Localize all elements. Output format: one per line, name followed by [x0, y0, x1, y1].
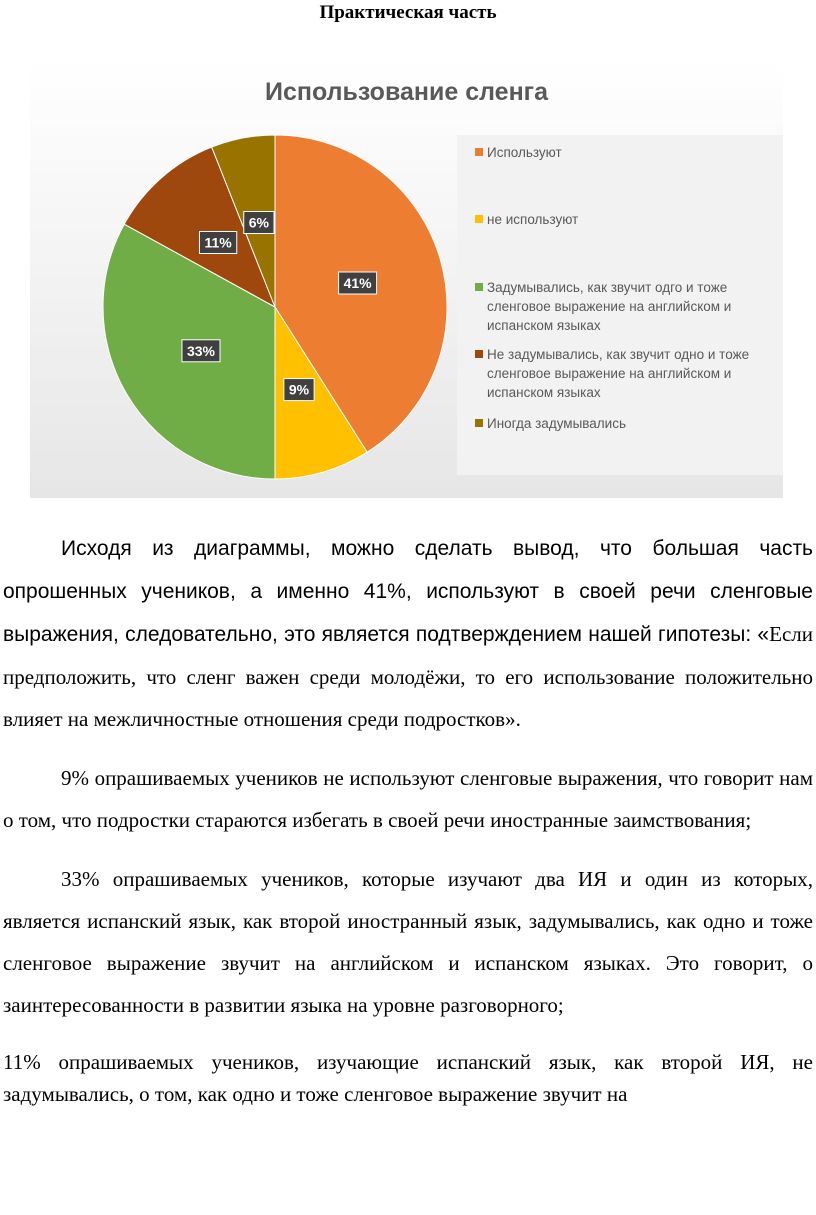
data-label-box	[181, 339, 221, 363]
legend-label: Задумывались, как звучит одго и тоже сле…	[487, 280, 732, 333]
data-label-box	[243, 211, 275, 235]
data-label-box	[283, 378, 315, 402]
text: 11% опрашиваемых учеников, изучающие исп…	[3, 1050, 813, 1106]
body-text: Исходя из диаграммы, можно сделать вывод…	[3, 527, 813, 1127]
legend-entry: не используют	[475, 210, 777, 229]
legend-entry: Используют	[475, 143, 777, 162]
legend-swatch	[475, 148, 483, 156]
legend-entry: Иногда задумывались	[475, 414, 777, 433]
paragraph: 9% опрашиваемых учеников не используют с…	[3, 757, 813, 841]
legend-entry: Задумывались, как звучит одго и тоже сле…	[475, 278, 777, 335]
legend-label: Используют	[487, 145, 562, 160]
pie-slice	[123, 146, 276, 309]
legend-label: не используют	[487, 212, 579, 227]
legend-swatch	[475, 419, 483, 427]
data-label: 11%	[199, 230, 238, 254]
data-label-text: 6%	[249, 215, 270, 231]
text: 33% опрашиваемых учеников, которые изуча…	[3, 867, 813, 1017]
text: Исходя из диаграммы, можно сделать вывод…	[3, 537, 813, 646]
data-label-box	[338, 271, 378, 295]
chart-title: Использование сленга	[265, 78, 548, 106]
data-label: 41%	[338, 271, 378, 295]
legend-label: Иногда задумывались	[487, 416, 627, 431]
heading: Практическая часть	[319, 2, 497, 23]
text: Если предположить, что сленг важен среди…	[3, 622, 813, 731]
chart: Использование сленга 41% 9% 33% 11% 6% Испол…	[30, 60, 783, 498]
data-label-text: 11%	[205, 234, 233, 250]
data-label-text: 9%	[289, 382, 310, 398]
paragraph: 11% опрашиваемых учеников, изучающие исп…	[3, 1046, 813, 1110]
data-label: 9%	[283, 378, 315, 402]
paragraph: Исходя из диаграммы, можно сделать вывод…	[3, 527, 813, 740]
pie: 41% 9% 33% 11% 6%	[102, 134, 448, 480]
data-label-box	[199, 230, 238, 254]
legend-swatch	[475, 283, 483, 291]
data-label-text: 33%	[187, 343, 216, 359]
legend-swatch	[475, 350, 483, 358]
data-label: 6%	[243, 211, 275, 235]
legend-entry: Не задумывались, как звучит одно и тоже …	[475, 345, 777, 402]
pie-slice	[274, 305, 368, 480]
legend-label: Не задумывались, как звучит одно и тоже …	[487, 347, 750, 400]
text: 9% опрашиваемых учеников не используют с…	[3, 766, 813, 832]
paragraph: 33% опрашиваемых учеников, которые изуча…	[3, 858, 813, 1026]
legend: Используют не используют Задумывались, как…	[457, 135, 783, 475]
data-label-text: 41%	[344, 275, 373, 291]
data-label: 33%	[181, 339, 221, 363]
legend-swatch	[475, 215, 483, 223]
